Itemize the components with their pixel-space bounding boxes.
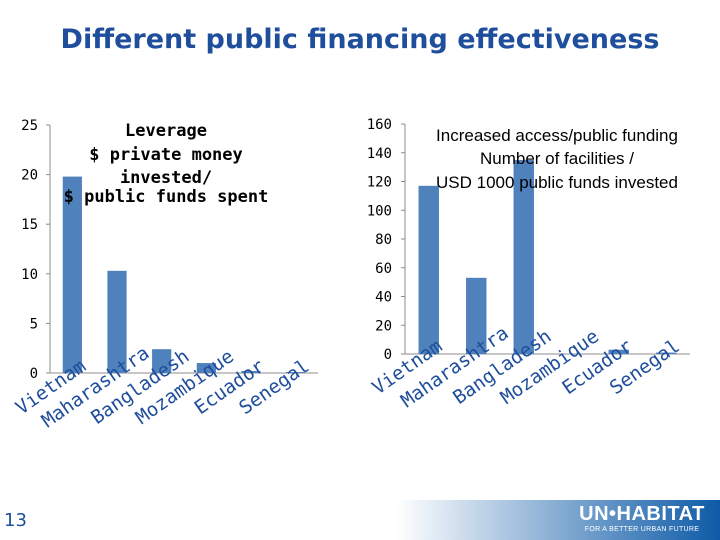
leverage-title-line-1: Leverage: [125, 121, 207, 141]
access-y-tick-label: 60: [375, 261, 392, 277]
access-bar-vietnam: [418, 185, 439, 354]
leverage-bar-ecuador: [241, 371, 261, 373]
leverage-title-line-3: invested/: [120, 168, 212, 188]
leverage-y-tick-label: 10: [21, 267, 38, 283]
leverage-bar-maharashtra: [107, 270, 127, 373]
leverage-y-tick-label: 20: [21, 168, 38, 184]
leverage-title-line-4: $ public funds spent: [64, 187, 269, 207]
slide-title: Different public financing effectiveness: [60, 24, 660, 55]
access-bar-ecuador: [608, 349, 629, 354]
un-habitat-logo: UN•HABITAT FOR A BETTER URBAN FUTURE: [572, 503, 712, 535]
access-y-tick-label: 0: [384, 347, 392, 363]
logo-main-text: UN•HABITAT: [579, 503, 705, 525]
logo-tagline: FOR A BETTER URBAN FUTURE: [584, 526, 700, 533]
leverage-bar-mozambique: [196, 363, 216, 373]
footer-band: [0, 500, 720, 540]
leverage-bar-bangladesh: [152, 349, 172, 373]
leverage-y-tick-label: 5: [30, 316, 38, 332]
leverage-y-tick-label: 15: [21, 217, 38, 233]
access-y-tick-label: 160: [367, 117, 392, 133]
charts-canvas: 0510152025VietnamMaharashtraBangladeshMo…: [12, 117, 690, 432]
access-y-tick-label: 80: [375, 232, 392, 248]
page-number: 13: [4, 510, 27, 531]
access-bar-senegal: [656, 352, 677, 354]
access-title-line-1: Increased access/public funding: [436, 126, 678, 145]
access-y-tick-label: 100: [367, 203, 392, 219]
access-y-tick-label: 20: [375, 318, 392, 334]
access-title-line-3: USD 1000 public funds invested: [436, 173, 678, 192]
leverage-title-line-2: $ private money: [89, 145, 243, 165]
leverage-y-tick-label: 0: [30, 366, 38, 382]
access-bar-bangladesh: [513, 159, 534, 354]
access-y-tick-label: 140: [367, 146, 392, 162]
leverage-y-tick-label: 25: [21, 118, 38, 134]
access-y-tick-label: 120: [367, 175, 392, 191]
leverage-bar-vietnam: [62, 176, 82, 373]
access-title-line-2: Number of facilities /: [480, 149, 634, 168]
access-y-tick-label: 40: [375, 290, 392, 306]
access-bar-maharashtra: [466, 277, 487, 354]
leverage-bar-senegal: [286, 372, 306, 373]
